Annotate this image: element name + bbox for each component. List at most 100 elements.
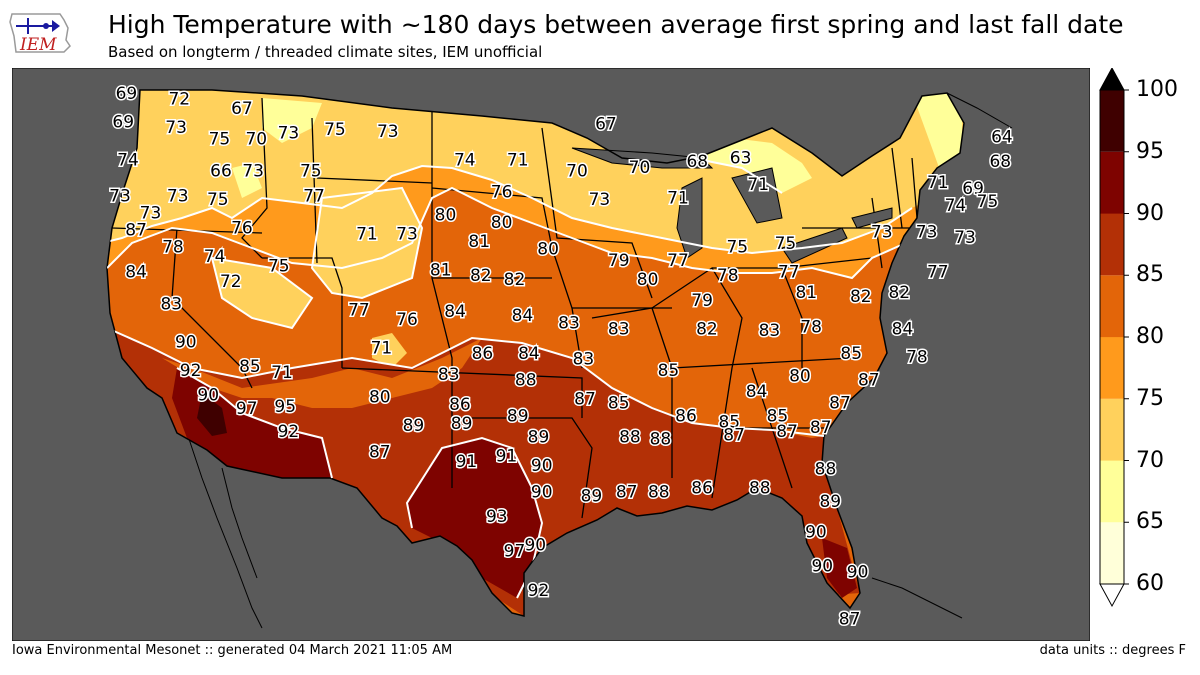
- station-value-39: 76: [231, 219, 253, 239]
- station-value-109: 89: [528, 428, 550, 448]
- station-value-24: 73: [167, 186, 189, 206]
- station-value-130: 90: [524, 536, 546, 556]
- station-value-51: 79: [608, 251, 630, 271]
- station-value-28: 73: [589, 190, 611, 210]
- colorbar-bin-2: [1100, 398, 1124, 461]
- colorbar: [1099, 68, 1129, 608]
- station-value-82: 83: [573, 350, 595, 370]
- colorbar-tick-label-2: 70: [1136, 447, 1164, 473]
- station-value-98: 84: [746, 382, 768, 402]
- station-value-67: 79: [691, 291, 713, 311]
- footer-units: data units :: degrees F: [1039, 643, 1186, 658]
- footer-credit: Iowa Environmental Mesonet :: generated …: [12, 643, 453, 658]
- station-value-102: 89: [403, 416, 425, 436]
- iem-logo: IEM: [8, 6, 74, 60]
- colorbar-bin-5: [1100, 213, 1124, 276]
- station-value-47: 73: [916, 223, 938, 243]
- station-value-69: 82: [850, 287, 872, 307]
- logo-text: IEM: [19, 35, 57, 55]
- colorbar-tick-label-1: 65: [1136, 509, 1164, 535]
- station-value-32: 69: [962, 179, 984, 199]
- station-value-70: 82: [888, 283, 910, 303]
- station-value-92: 87: [858, 371, 880, 391]
- station-value-96: 87: [574, 390, 596, 410]
- colorbar-bin-1: [1100, 460, 1124, 523]
- station-value-83: 85: [840, 344, 862, 364]
- station-value-8: 75: [324, 120, 346, 140]
- station-value-107: 85: [767, 407, 789, 427]
- colorbar-tick-label-7: 95: [1136, 138, 1164, 164]
- station-value-104: 89: [507, 407, 529, 427]
- station-value-18: 70: [566, 162, 588, 182]
- baja-coast: [186, 432, 263, 629]
- station-value-114: 87: [810, 418, 832, 438]
- station-value-3: 69: [112, 112, 134, 132]
- station-value-99: 87: [829, 393, 851, 413]
- station-value-76: 78: [800, 317, 822, 337]
- station-value-71: 76: [396, 310, 418, 330]
- station-value-118: 90: [531, 456, 553, 476]
- station-value-63: 83: [160, 295, 182, 315]
- station-value-29: 71: [667, 188, 689, 208]
- station-value-36: 87: [125, 221, 147, 241]
- caribbean-coast: [871, 577, 963, 619]
- station-value-19: 70: [629, 158, 651, 178]
- station-value-90: 85: [658, 361, 680, 381]
- station-value-27: 76: [491, 183, 513, 203]
- station-value-10: 67: [595, 114, 617, 134]
- station-value-86: 85: [239, 357, 261, 377]
- station-value-126: 89: [819, 492, 841, 512]
- canada-coast: [946, 92, 1013, 129]
- station-value-60: 78: [717, 266, 739, 286]
- colorbar-bin-3: [1100, 337, 1124, 399]
- station-value-122: 87: [616, 483, 638, 503]
- station-value-53: 84: [125, 262, 147, 282]
- station-value-42: 81: [468, 232, 490, 252]
- station-value-30: 71: [747, 175, 769, 195]
- station-value-95: 86: [449, 395, 471, 415]
- station-value-88: 83: [438, 365, 460, 385]
- station-value-35: 73: [140, 204, 162, 224]
- station-value-57: 82: [470, 266, 492, 286]
- station-value-44: 75: [726, 238, 748, 258]
- station-value-112: 87: [723, 426, 745, 446]
- station-value-134: 87: [839, 610, 861, 630]
- station-value-58: 82: [504, 270, 526, 290]
- station-value-43: 80: [537, 240, 559, 260]
- station-value-74: 82: [696, 319, 718, 339]
- station-value-2: 67: [231, 99, 253, 119]
- station-value-100: 97: [236, 399, 258, 419]
- station-value-62: 77: [927, 262, 949, 282]
- station-value-72: 83: [558, 314, 580, 334]
- gulf-california-coast: [221, 467, 258, 579]
- station-value-105: 86: [675, 407, 697, 427]
- station-value-127: 93: [486, 507, 508, 527]
- colorbar-tick-label-0: 60: [1136, 571, 1164, 596]
- station-value-113: 87: [776, 422, 798, 442]
- colorbar-bin-6: [1100, 151, 1124, 214]
- station-value-106: 85: [718, 412, 740, 432]
- station-value-128: 90: [805, 522, 827, 542]
- station-value-25: 75: [207, 190, 229, 210]
- station-value-13: 66: [210, 162, 232, 182]
- colorbar-tick-label-8: 100: [1136, 77, 1178, 102]
- chart-title: High Temperature with ~180 days between …: [108, 10, 1124, 39]
- state-borders: [111, 97, 918, 519]
- station-value-116: 91: [456, 452, 478, 472]
- station-value-73: 83: [608, 319, 630, 339]
- station-value-87: 71: [271, 363, 293, 383]
- station-value-77: 84: [892, 319, 914, 339]
- station-value-61: 77: [778, 262, 800, 282]
- station-value-15: 75: [300, 162, 322, 182]
- station-value-56: 81: [430, 260, 452, 280]
- station-value-52: 77: [667, 251, 689, 271]
- station-value-4: 73: [165, 118, 187, 138]
- station-value-41: 73: [396, 224, 418, 244]
- station-value-89: 88: [515, 371, 537, 391]
- station-value-33: 74: [945, 196, 967, 216]
- station-value-49: 78: [162, 238, 184, 258]
- colorbar-tick-label-4: 80: [1136, 324, 1164, 349]
- station-value-91: 80: [789, 367, 811, 387]
- station-value-5: 75: [209, 129, 231, 149]
